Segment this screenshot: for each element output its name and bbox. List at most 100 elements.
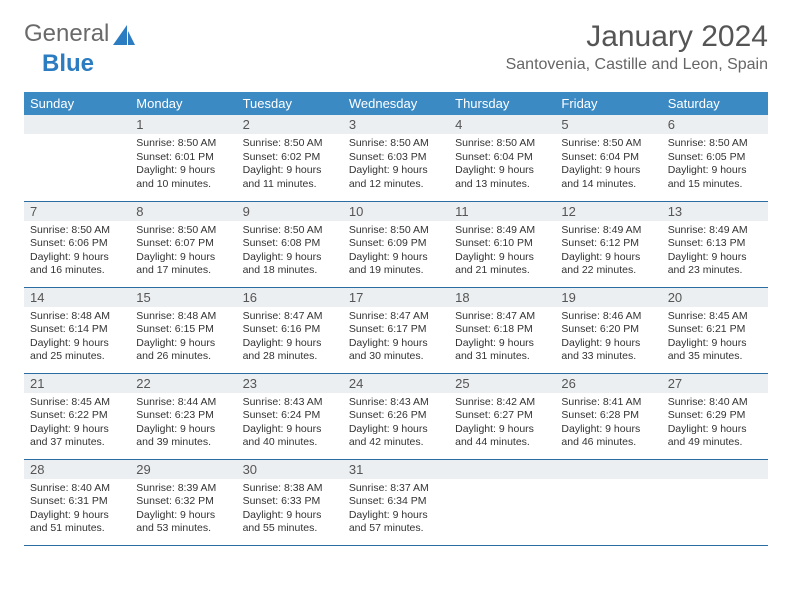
calendar-cell: 16Sunrise: 8:47 AMSunset: 6:16 PMDayligh… [237,287,343,373]
calendar-cell [662,459,768,545]
day-body: Sunrise: 8:45 AMSunset: 6:22 PMDaylight:… [24,393,130,457]
day-body: Sunrise: 8:40 AMSunset: 6:29 PMDaylight:… [662,393,768,457]
day-number: 30 [237,460,343,479]
day-body: Sunrise: 8:48 AMSunset: 6:14 PMDaylight:… [24,307,130,371]
day-body: Sunrise: 8:50 AMSunset: 6:02 PMDaylight:… [237,134,343,198]
calendar-cell: 29Sunrise: 8:39 AMSunset: 6:32 PMDayligh… [130,459,236,545]
day-body: Sunrise: 8:49 AMSunset: 6:13 PMDaylight:… [662,221,768,285]
calendar-cell: 24Sunrise: 8:43 AMSunset: 6:26 PMDayligh… [343,373,449,459]
day-number-empty [662,460,768,479]
title-block: January 2024 Santovenia, Castille and Le… [506,20,768,74]
day-number: 27 [662,374,768,393]
day-body: Sunrise: 8:43 AMSunset: 6:24 PMDaylight:… [237,393,343,457]
calendar-cell: 22Sunrise: 8:44 AMSunset: 6:23 PMDayligh… [130,373,236,459]
calendar-cell: 15Sunrise: 8:48 AMSunset: 6:15 PMDayligh… [130,287,236,373]
day-number: 1 [130,115,236,134]
day-number: 28 [24,460,130,479]
day-number: 22 [130,374,236,393]
day-body: Sunrise: 8:45 AMSunset: 6:21 PMDaylight:… [662,307,768,371]
day-body: Sunrise: 8:47 AMSunset: 6:16 PMDaylight:… [237,307,343,371]
calendar-cell: 12Sunrise: 8:49 AMSunset: 6:12 PMDayligh… [555,201,661,287]
calendar-cell: 18Sunrise: 8:47 AMSunset: 6:18 PMDayligh… [449,287,555,373]
day-number: 21 [24,374,130,393]
calendar-cell: 7Sunrise: 8:50 AMSunset: 6:06 PMDaylight… [24,201,130,287]
day-body: Sunrise: 8:43 AMSunset: 6:26 PMDaylight:… [343,393,449,457]
day-number: 7 [24,202,130,221]
day-number-empty [24,115,130,134]
logo-text-blue: Blue [42,50,94,78]
calendar-cell: 5Sunrise: 8:50 AMSunset: 6:04 PMDaylight… [555,115,661,201]
weekday-header: Wednesday [343,92,449,115]
calendar-cell: 10Sunrise: 8:50 AMSunset: 6:09 PMDayligh… [343,201,449,287]
day-number: 12 [555,202,661,221]
calendar-row: 21Sunrise: 8:45 AMSunset: 6:22 PMDayligh… [24,373,768,459]
calendar-cell: 9Sunrise: 8:50 AMSunset: 6:08 PMDaylight… [237,201,343,287]
day-number: 14 [24,288,130,307]
calendar-cell: 17Sunrise: 8:47 AMSunset: 6:17 PMDayligh… [343,287,449,373]
month-title: January 2024 [506,20,768,54]
day-number: 26 [555,374,661,393]
day-body: Sunrise: 8:38 AMSunset: 6:33 PMDaylight:… [237,479,343,543]
day-body: Sunrise: 8:47 AMSunset: 6:18 PMDaylight:… [449,307,555,371]
calendar-cell: 6Sunrise: 8:50 AMSunset: 6:05 PMDaylight… [662,115,768,201]
day-number: 16 [237,288,343,307]
day-body: Sunrise: 8:46 AMSunset: 6:20 PMDaylight:… [555,307,661,371]
day-number: 10 [343,202,449,221]
day-number: 17 [343,288,449,307]
day-body: Sunrise: 8:50 AMSunset: 6:07 PMDaylight:… [130,221,236,285]
day-number: 19 [555,288,661,307]
day-number: 29 [130,460,236,479]
calendar-cell: 21Sunrise: 8:45 AMSunset: 6:22 PMDayligh… [24,373,130,459]
calendar-cell: 25Sunrise: 8:42 AMSunset: 6:27 PMDayligh… [449,373,555,459]
calendar-cell: 3Sunrise: 8:50 AMSunset: 6:03 PMDaylight… [343,115,449,201]
calendar-cell: 23Sunrise: 8:43 AMSunset: 6:24 PMDayligh… [237,373,343,459]
day-body: Sunrise: 8:41 AMSunset: 6:28 PMDaylight:… [555,393,661,457]
calendar-cell: 19Sunrise: 8:46 AMSunset: 6:20 PMDayligh… [555,287,661,373]
weekday-header: Sunday [24,92,130,115]
day-number: 9 [237,202,343,221]
day-number: 6 [662,115,768,134]
logo: General [24,20,137,48]
calendar-cell: 1Sunrise: 8:50 AMSunset: 6:01 PMDaylight… [130,115,236,201]
day-body: Sunrise: 8:49 AMSunset: 6:10 PMDaylight:… [449,221,555,285]
day-body: Sunrise: 8:50 AMSunset: 6:05 PMDaylight:… [662,134,768,198]
day-number: 15 [130,288,236,307]
day-body: Sunrise: 8:40 AMSunset: 6:31 PMDaylight:… [24,479,130,543]
day-body: Sunrise: 8:50 AMSunset: 6:09 PMDaylight:… [343,221,449,285]
calendar-cell: 2Sunrise: 8:50 AMSunset: 6:02 PMDaylight… [237,115,343,201]
calendar-cell: 20Sunrise: 8:45 AMSunset: 6:21 PMDayligh… [662,287,768,373]
day-body: Sunrise: 8:47 AMSunset: 6:17 PMDaylight:… [343,307,449,371]
calendar-cell: 27Sunrise: 8:40 AMSunset: 6:29 PMDayligh… [662,373,768,459]
day-body: Sunrise: 8:50 AMSunset: 6:04 PMDaylight:… [449,134,555,198]
day-body: Sunrise: 8:39 AMSunset: 6:32 PMDaylight:… [130,479,236,543]
calendar-cell: 11Sunrise: 8:49 AMSunset: 6:10 PMDayligh… [449,201,555,287]
day-number: 23 [237,374,343,393]
day-body: Sunrise: 8:48 AMSunset: 6:15 PMDaylight:… [130,307,236,371]
weekday-header: Thursday [449,92,555,115]
weekday-header-row: SundayMondayTuesdayWednesdayThursdayFrid… [24,92,768,115]
day-number: 5 [555,115,661,134]
day-number: 8 [130,202,236,221]
calendar-body: 1Sunrise: 8:50 AMSunset: 6:01 PMDaylight… [24,115,768,545]
day-number: 4 [449,115,555,134]
calendar-cell: 31Sunrise: 8:37 AMSunset: 6:34 PMDayligh… [343,459,449,545]
day-number: 2 [237,115,343,134]
calendar-row: 14Sunrise: 8:48 AMSunset: 6:14 PMDayligh… [24,287,768,373]
calendar-row: 28Sunrise: 8:40 AMSunset: 6:31 PMDayligh… [24,459,768,545]
calendar-cell: 28Sunrise: 8:40 AMSunset: 6:31 PMDayligh… [24,459,130,545]
day-number-empty [449,460,555,479]
calendar-cell [24,115,130,201]
weekday-header: Friday [555,92,661,115]
calendar-cell: 8Sunrise: 8:50 AMSunset: 6:07 PMDaylight… [130,201,236,287]
location: Santovenia, Castille and Leon, Spain [506,56,768,74]
day-number: 18 [449,288,555,307]
day-body: Sunrise: 8:42 AMSunset: 6:27 PMDaylight:… [449,393,555,457]
day-number: 11 [449,202,555,221]
weekday-header: Tuesday [237,92,343,115]
weekday-header: Monday [130,92,236,115]
day-body: Sunrise: 8:37 AMSunset: 6:34 PMDaylight:… [343,479,449,543]
day-body: Sunrise: 8:49 AMSunset: 6:12 PMDaylight:… [555,221,661,285]
logo-text-general: General [24,20,109,48]
day-number-empty [555,460,661,479]
day-body: Sunrise: 8:50 AMSunset: 6:06 PMDaylight:… [24,221,130,285]
